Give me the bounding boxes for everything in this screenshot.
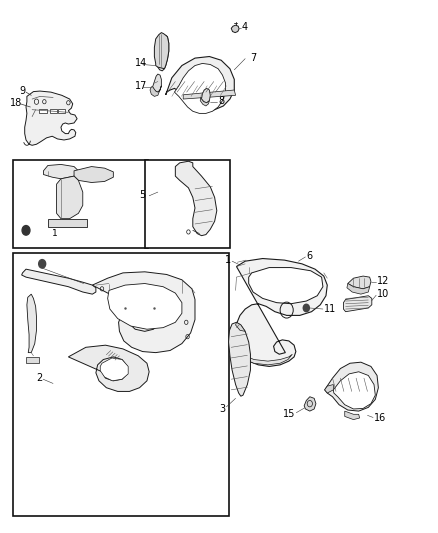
Circle shape [22, 225, 30, 235]
Polygon shape [200, 98, 209, 106]
Polygon shape [304, 397, 316, 411]
Polygon shape [68, 345, 149, 391]
Text: 18: 18 [11, 98, 22, 108]
Text: 5: 5 [139, 190, 146, 200]
Text: 16: 16 [374, 413, 386, 423]
Polygon shape [100, 358, 128, 381]
Text: 1: 1 [52, 229, 57, 238]
Polygon shape [249, 268, 323, 304]
Polygon shape [236, 259, 327, 367]
Polygon shape [345, 411, 360, 419]
Text: 14: 14 [135, 59, 147, 68]
Polygon shape [343, 296, 372, 312]
Polygon shape [231, 25, 239, 33]
Polygon shape [39, 109, 46, 114]
Polygon shape [152, 74, 161, 92]
Polygon shape [348, 276, 371, 289]
Polygon shape [21, 269, 96, 294]
Polygon shape [154, 33, 169, 69]
Polygon shape [325, 384, 333, 393]
Circle shape [39, 260, 46, 268]
Text: 9: 9 [19, 86, 25, 96]
Text: 17: 17 [135, 81, 147, 91]
Polygon shape [325, 362, 378, 411]
Polygon shape [27, 294, 36, 353]
Text: 2: 2 [36, 373, 43, 383]
Polygon shape [92, 272, 195, 353]
Polygon shape [174, 63, 226, 114]
Polygon shape [236, 322, 245, 332]
Text: 8: 8 [218, 95, 224, 106]
Polygon shape [74, 166, 113, 182]
Polygon shape [166, 56, 234, 111]
Polygon shape [229, 322, 251, 396]
Circle shape [303, 304, 309, 312]
Polygon shape [150, 86, 161, 96]
Text: 11: 11 [324, 304, 336, 314]
Polygon shape [158, 35, 169, 71]
Polygon shape [57, 176, 83, 219]
Bar [145, 160, 230, 248]
Polygon shape [43, 165, 78, 179]
Polygon shape [175, 161, 217, 236]
Text: 10: 10 [377, 289, 389, 299]
Text: 3: 3 [219, 404, 226, 414]
Bar [13, 253, 229, 516]
Text: 15: 15 [283, 409, 295, 419]
Polygon shape [183, 90, 236, 99]
Polygon shape [48, 219, 87, 227]
Text: 4: 4 [242, 22, 248, 33]
Text: 12: 12 [377, 277, 389, 286]
Polygon shape [333, 372, 375, 409]
Text: 7: 7 [251, 53, 257, 62]
Text: 6: 6 [306, 251, 312, 261]
Polygon shape [108, 284, 182, 329]
Bar [13, 160, 148, 248]
Polygon shape [201, 88, 210, 103]
Polygon shape [240, 354, 292, 365]
Polygon shape [49, 109, 57, 114]
Polygon shape [25, 91, 77, 146]
Text: 1: 1 [225, 255, 231, 265]
Polygon shape [26, 357, 39, 364]
Polygon shape [58, 109, 65, 114]
Polygon shape [347, 284, 370, 294]
